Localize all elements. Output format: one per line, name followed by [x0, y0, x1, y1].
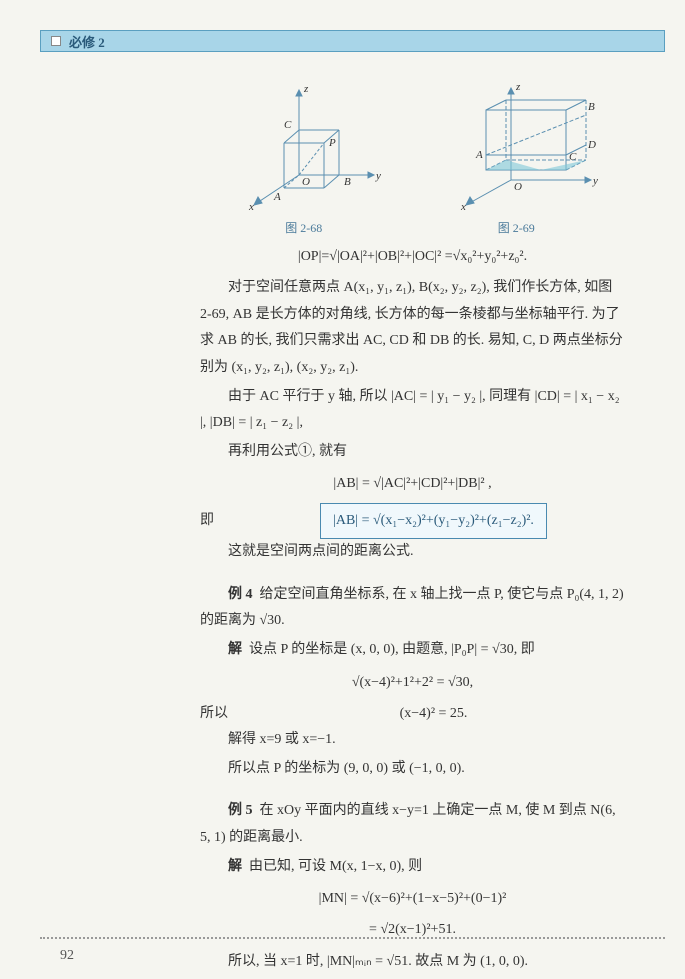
formula-boxed-row: 即 |AB| = √(x₁−x₂)²+(y₁−y₂)²+(z₁−z₂)².: [200, 503, 625, 540]
svg-text:B: B: [588, 101, 595, 113]
example-5-text: 在 xOy 平面内的直线 x−y=1 上确定一点 M, 使 M 到点 N(6, …: [200, 803, 616, 845]
para-conclusion: 这就是空间两点间的距离公式.: [200, 539, 625, 566]
svg-text:C: C: [284, 119, 292, 131]
ex4-formula-1: √(x−4)²+1²+2² = √30,: [200, 670, 625, 695]
svg-text:O: O: [302, 176, 310, 188]
label-ji: 即: [200, 508, 242, 535]
example-5-sol-text: 由已知, 可设 M(x, 1−x, 0), 则: [249, 859, 422, 874]
example-4-solution: 解 设点 P 的坐标是 (x, 0, 0), 由题意, |P₀P| = √30,…: [200, 637, 625, 664]
solution-label-4: 解: [228, 642, 242, 657]
para-use-formula: 再利用公式①, 就有: [200, 439, 625, 466]
svg-text:x: x: [248, 201, 254, 210]
example-4: 例 4 给定空间直角坐标系, 在 x 轴上找一点 P, 使它与点 P₀(4, 1…: [200, 582, 625, 635]
example-5-solution: 解 由已知, 可设 M(x, 1−x, 0), 则: [200, 854, 625, 881]
svg-text:x: x: [460, 201, 466, 210]
figure-row: z C P O B y A x 图 2-68: [200, 80, 625, 236]
formula-ab: |AB| = √|AC|²+|CD|²+|DB|² ,: [200, 471, 625, 496]
svg-text:P: P: [328, 137, 336, 149]
svg-text:D: D: [587, 139, 596, 151]
svg-text:B: B: [344, 176, 351, 188]
svg-text:z: z: [303, 83, 309, 95]
svg-text:z: z: [515, 81, 521, 93]
ex4-p2: 所以点 P 的坐标为 (9, 0, 0) 或 (−1, 0, 0).: [200, 756, 625, 783]
ex5-formula-1: |MN| = √(x−6)²+(1−x−5)²+(0−1)²: [200, 886, 625, 911]
chapter-header: 必修 2: [40, 30, 665, 52]
solution-label-5: 解: [228, 859, 242, 874]
figure-caption-1: 图 2-68: [224, 219, 384, 236]
ex4-formula-2: (x−4)² = 25.: [242, 701, 625, 728]
svg-text:y: y: [592, 175, 598, 187]
header-marker-icon: [51, 36, 61, 46]
figure-caption-2: 图 2-69: [431, 219, 601, 236]
example-5: 例 5 在 xOy 平面内的直线 x−y=1 上确定一点 M, 使 M 到点 N…: [200, 798, 625, 851]
svg-text:A: A: [273, 191, 281, 203]
ex4-p1: 解得 x=9 或 x=−1.: [200, 727, 625, 754]
chapter-title: 必修 2: [69, 32, 105, 51]
figure-2-68: z C P O B y A x 图 2-68: [224, 80, 384, 236]
example-5-label: 例 5: [228, 803, 253, 818]
distance-formula-box: |AB| = √(x₁−x₂)²+(y₁−y₂)²+(z₁−z₂)².: [320, 503, 547, 540]
svg-text:O: O: [514, 181, 522, 193]
cuboid-diagram-2: z A B C D O y x: [431, 80, 601, 210]
figure-2-69: z A B C D O y x 图 2-69: [431, 80, 601, 236]
page-number: 92: [60, 948, 74, 964]
label-suoyi-1: 所以: [200, 701, 242, 728]
ex5-p1: 所以, 当 x=1 时, |MN|ₘᵢₙ = √51. 故点 M 为 (1, 0…: [200, 949, 625, 976]
cuboid-diagram-1: z C P O B y A x: [224, 80, 384, 210]
example-4-sol-text: 设点 P 的坐标是 (x, 0, 0), 由题意, |P₀P| = √30, 即: [249, 642, 535, 657]
para-ac-parallel: 由于 AC 平行于 y 轴, 所以 |AC| = | y₁ − y₂ |, 同理…: [200, 384, 625, 437]
page-content: z C P O B y A x 图 2-68: [200, 80, 625, 977]
footer-divider: [40, 937, 665, 939]
ex4-so-row: 所以 (x−4)² = 25.: [200, 701, 625, 728]
example-4-text: 给定空间直角坐标系, 在 x 轴上找一点 P, 使它与点 P₀(4, 1, 2)…: [200, 587, 624, 629]
svg-text:A: A: [475, 149, 483, 161]
svg-text:y: y: [375, 170, 381, 182]
para-construct: 对于空间任意两点 A(x₁, y₁, z₁), B(x₂, y₂, z₂), 我…: [200, 275, 625, 381]
formula-op: |OP|=√|OA|²+|OB|²+|OC|² =√x₀²+y₀²+z₀².: [200, 244, 625, 269]
svg-text:C: C: [569, 151, 577, 163]
example-4-label: 例 4: [228, 587, 253, 602]
